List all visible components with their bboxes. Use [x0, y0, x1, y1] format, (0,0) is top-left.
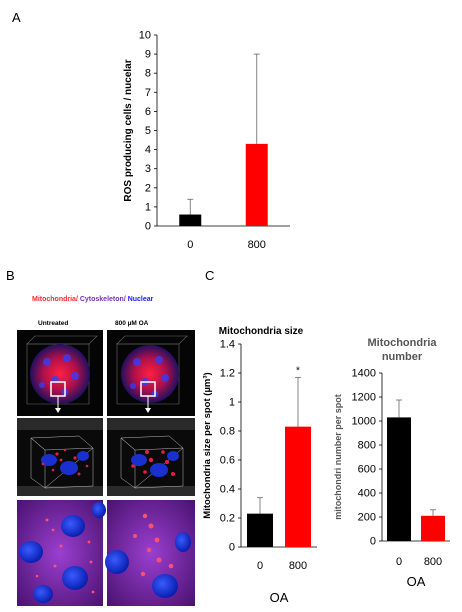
- chart-c-mitochondria-number: Mitochondria number 0 200 400 600 800 1000 1200 1…: [333, 337, 450, 589]
- y-tick-label: 0: [145, 221, 151, 233]
- bar-0: [179, 214, 202, 226]
- y-tick-label: 1400: [352, 368, 376, 380]
- x-category-label: 800: [289, 560, 307, 572]
- significance-annotation: *: [296, 365, 300, 376]
- spheroid-oa: [121, 345, 179, 403]
- spheroid-untreated: [30, 344, 90, 404]
- x-category-label: 800: [248, 239, 266, 251]
- y-tick-label: 0: [229, 542, 235, 554]
- y-tick-label: 1200: [352, 392, 376, 404]
- y-tick-label: 4: [145, 144, 151, 156]
- y-tick-label: 6: [145, 106, 151, 118]
- legend-slash: /: [123, 296, 128, 303]
- microscopy-legend: Mitochondria/ Cytoskeleton/ Nuclear: [32, 296, 153, 303]
- chart-c-mitochondria-size: Mitochondria size 0 0.2 0.4 0.6 0.8 1 1.2 1.4 0 80…: [202, 326, 317, 605]
- y-tick-label: 1000: [352, 416, 376, 428]
- y-tick-label: 0.2: [220, 513, 235, 525]
- bar-800: [421, 515, 445, 541]
- chart-title: Mitochondria number: [367, 337, 437, 363]
- y-tick-label: 1: [229, 397, 235, 409]
- y-axis-label: ROS producing cells / nucelar: [123, 59, 134, 201]
- y-tick-label: 200: [358, 512, 376, 524]
- micrograph-oa-zoom: [107, 418, 195, 496]
- arrow-down-icon: [145, 408, 151, 413]
- y-tick-label: 8: [145, 68, 151, 80]
- y-tick-label: 400: [358, 488, 376, 500]
- x-category-label: 0: [187, 239, 193, 251]
- y-tick-label: 0.4: [220, 484, 235, 496]
- legend-mitochondria: Mitochondria: [32, 296, 76, 303]
- y-tick-label: 1.4: [220, 339, 235, 351]
- panel-label-b: B: [6, 268, 15, 283]
- y-tick-label: 5: [145, 125, 151, 137]
- arrow-down-icon: [55, 408, 61, 413]
- y-tick-label: 3: [145, 163, 151, 175]
- y-tick-label: 7: [145, 87, 151, 99]
- panel-label-a: A: [12, 10, 21, 25]
- y-tick-label: 1: [145, 201, 151, 213]
- y-tick-label: 2: [145, 182, 151, 194]
- y-tick-label: 800: [358, 440, 376, 452]
- y-axis-label: mitochondri number per spot: [333, 394, 343, 520]
- y-tick-label: 600: [358, 464, 376, 476]
- y-tick-label: 0.8: [220, 426, 235, 438]
- bar-0: [247, 513, 273, 547]
- x-axis-label: OA: [270, 590, 289, 605]
- column-label-untreated: Untreated: [38, 320, 69, 327]
- y-tick-label: 0: [370, 536, 376, 548]
- legend-slash: /: [75, 296, 80, 303]
- bar-800: [285, 426, 311, 547]
- legend-nuclear: Nuclear: [127, 296, 154, 303]
- microscopy-image-grid: [17, 330, 195, 606]
- x-category-label: 0: [257, 560, 263, 572]
- y-tick-label: 0.6: [220, 455, 235, 467]
- y-tick-label: 9: [145, 49, 151, 61]
- x-category-label: 800: [424, 556, 442, 568]
- y-tick-label: 1.2: [220, 368, 235, 380]
- x-category-label: 0: [396, 556, 402, 568]
- y-tick-label: 10: [139, 30, 151, 42]
- column-label-800-oa: 800 µM OA: [115, 320, 149, 327]
- legend-cytoskeleton: Cytoskeleton: [79, 296, 124, 303]
- x-axis-label: OA: [407, 574, 426, 589]
- y-axis-label: Mitochondria size per spot (µm³): [202, 372, 213, 518]
- bar-0: [387, 417, 411, 541]
- chart-a-ros: 0 1 2 3 4 5 6 7 8 9 10 0 800 ROS producing cells / nu…: [123, 30, 290, 251]
- panel-label-c: C: [205, 268, 215, 283]
- chart-title: Mitochondria size: [219, 326, 304, 337]
- bar-800: [245, 143, 268, 226]
